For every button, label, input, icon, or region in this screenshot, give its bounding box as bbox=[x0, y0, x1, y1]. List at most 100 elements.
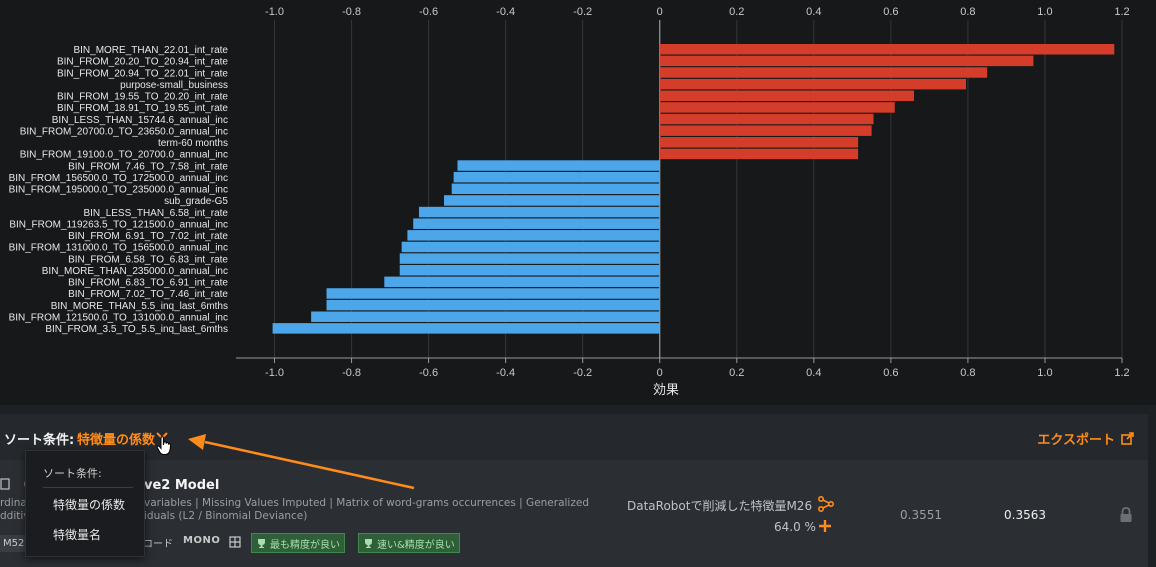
model-description: variables | Missing Values Imputed | Mat… bbox=[144, 497, 589, 509]
model-row[interactable]: ve2 Model rdinal dditiv variables | Miss… bbox=[0, 460, 1148, 567]
plus-icon[interactable] bbox=[818, 519, 832, 533]
category-label-20: BIN_FROM_6.83_TO_6.91_int_rate bbox=[68, 278, 228, 289]
document-icon bbox=[0, 478, 10, 490]
export-label: エクスポート bbox=[1037, 433, 1115, 448]
coefficient-bar-chart: -1.0 -1.0 -0.8 -0.8 -0.6 -0.6 -0.4 -0.4 -0.2 -0.2… bbox=[9, 6, 1130, 398]
x-tick-label-bottom: -0.4 bbox=[496, 367, 515, 379]
model-id-tag: M52 bbox=[0, 535, 28, 552]
sort-dropdown-menu: ソート条件: 特徴量の係数 特徴量名 bbox=[25, 450, 145, 557]
x-tick-label-top: -0.4 bbox=[496, 6, 515, 18]
dropdown-divider bbox=[43, 487, 133, 488]
category-label-22: BIN_MORE_THAN_5.5_inq_last_6mths bbox=[51, 301, 228, 312]
category-label-0: BIN_MORE_THAN_22.01_int_rate bbox=[73, 45, 228, 56]
dropdown-item-coefficient[interactable]: 特徴量の係数 bbox=[53, 498, 126, 512]
lock-icon bbox=[1120, 507, 1132, 522]
category-label-1: BIN_FROM_20.20_TO_20.94_int_rate bbox=[57, 57, 228, 68]
bar-13 bbox=[444, 195, 660, 206]
hand-cursor-icon bbox=[156, 436, 172, 455]
bar-15 bbox=[413, 218, 660, 229]
bar-10 bbox=[457, 160, 660, 171]
category-label-17: BIN_FROM_131000.0_TO_156500.0_annual_inc bbox=[9, 243, 228, 254]
x-tick-label-bottom: 0 bbox=[657, 367, 663, 379]
sort-label: ソート条件: bbox=[4, 433, 75, 448]
validation-score: 0.3551 bbox=[900, 508, 942, 522]
category-label-23: BIN_FROM_121500.0_TO_131000.0_annual_inc bbox=[9, 312, 228, 323]
badge-fast-accurate: 速い&精度が良い bbox=[358, 533, 460, 553]
model-desc-fragment: dditiv bbox=[0, 510, 30, 522]
bar-1 bbox=[659, 55, 1034, 67]
badge-label: 最も精度が良い bbox=[270, 539, 340, 551]
cross-validation-score: 0.3563 bbox=[1004, 508, 1046, 522]
bar-21 bbox=[326, 288, 660, 299]
trophy-icon bbox=[258, 538, 265, 548]
category-label-9: BIN_FROM_19100.0_TO_20700.0_annual_inc bbox=[20, 150, 228, 161]
bar-11 bbox=[453, 171, 660, 183]
x-tick-label-bottom: 0.2 bbox=[729, 367, 744, 379]
bar-0 bbox=[659, 44, 1115, 55]
grid-icon bbox=[229, 536, 241, 548]
code-tag: コード bbox=[143, 539, 173, 550]
bar-9 bbox=[659, 148, 859, 160]
model-title[interactable]: ve2 Model bbox=[144, 478, 220, 493]
x-tick-label-bottom: 0.8 bbox=[960, 367, 975, 379]
x-tick-label-top: 0.2 bbox=[729, 6, 744, 18]
bar-12 bbox=[451, 183, 660, 195]
mono-tag: MONO bbox=[183, 535, 221, 546]
external-link-icon bbox=[1121, 432, 1134, 445]
x-tick-label-bottom: -0.2 bbox=[573, 367, 592, 379]
feature-reduction-label: DataRobotで削減した特徴量M26 bbox=[627, 499, 813, 513]
sample-percent: 64.0 % bbox=[774, 520, 816, 534]
export-button[interactable]: エクスポート bbox=[1037, 429, 1134, 448]
badge-label: 速い&精度が良い bbox=[377, 539, 455, 551]
badge-most-accurate: 最も精度が良い bbox=[251, 533, 345, 553]
x-tick-label-bottom: -1.0 bbox=[265, 367, 284, 379]
bar-16 bbox=[407, 230, 660, 241]
category-label-18: BIN_FROM_6.58_TO_6.83_int_rate bbox=[68, 254, 228, 265]
bar-22 bbox=[326, 299, 660, 311]
x-tick-label-top: 0.8 bbox=[960, 6, 975, 18]
x-tick-label-top: 0 bbox=[657, 6, 663, 18]
category-label-7: BIN_FROM_20700.0_TO_23650.0_annual_inc bbox=[20, 126, 228, 137]
bar-8 bbox=[659, 137, 859, 148]
x-axis-label: 効果 bbox=[653, 383, 679, 398]
x-tick-label-top: -1.0 bbox=[265, 6, 284, 18]
model-description: iduals (L2 / Binomial Deviance) bbox=[144, 510, 308, 522]
category-label-13: sub_grade-G5 bbox=[164, 196, 228, 207]
bar-18 bbox=[399, 253, 660, 264]
category-label-5: BIN_FROM_18.91_TO_19.55_int_rate bbox=[57, 103, 228, 114]
x-tick-label-bottom: -0.6 bbox=[419, 367, 438, 379]
bar-4 bbox=[659, 90, 914, 102]
bar-7 bbox=[659, 125, 872, 136]
x-tick-label-top: -0.6 bbox=[419, 6, 438, 18]
share-icon[interactable] bbox=[818, 496, 834, 512]
model-desc-fragment: rdinal bbox=[0, 497, 30, 509]
category-label-8: term-60 months bbox=[158, 138, 228, 149]
x-tick-label-top: -0.2 bbox=[573, 6, 592, 18]
category-label-6: BIN_LESS_THAN_15744.6_annual_inc bbox=[52, 115, 228, 126]
x-tick-label-top: 0.6 bbox=[883, 6, 898, 18]
category-label-16: BIN_FROM_6.91_TO_7.02_int_rate bbox=[68, 231, 228, 242]
bar-6 bbox=[659, 113, 874, 125]
bar-19 bbox=[399, 264, 660, 276]
bar-3 bbox=[659, 78, 966, 90]
x-tick-label-bottom: 0.4 bbox=[806, 367, 821, 379]
bar-23 bbox=[311, 311, 660, 322]
category-label-19: BIN_MORE_THAN_235000.0_annual_inc bbox=[42, 266, 228, 277]
bar-5 bbox=[659, 102, 895, 113]
category-label-24: BIN_FROM_3.5_TO_5.5_inq_last_6mths bbox=[45, 324, 228, 335]
sort-value-dropdown[interactable]: 特徴量の係数 bbox=[77, 433, 156, 448]
trophy-icon bbox=[365, 538, 372, 548]
category-label-3: purpose-small_business bbox=[120, 80, 228, 91]
category-label-14: BIN_LESS_THAN_6.58_int_rate bbox=[83, 208, 228, 219]
bar-20 bbox=[384, 276, 660, 288]
category-label-12: BIN_FROM_195000.0_TO_235000.0_annual_inc bbox=[9, 185, 228, 196]
x-tick-label-top: 1.0 bbox=[1037, 6, 1052, 18]
coefficient-chart: -1.0 -1.0 -0.8 -0.8 -0.6 -0.6 -0.4 -0.4 -0.2 -0.2… bbox=[8, 6, 1130, 398]
dropdown-item-feature-name[interactable]: 特徴量名 bbox=[53, 528, 102, 542]
x-tick-label-bottom: 1.0 bbox=[1037, 367, 1052, 379]
category-label-2: BIN_FROM_20.94_TO_22.01_int_rate bbox=[57, 68, 228, 79]
category-label-11: BIN_FROM_156500.0_TO_172500.0_annual_inc bbox=[9, 173, 228, 184]
dropdown-title: ソート条件: bbox=[43, 467, 102, 480]
x-tick-label-top: 1.2 bbox=[1114, 6, 1129, 18]
category-label-10: BIN_FROM_7.46_TO_7.58_int_rate bbox=[68, 161, 228, 172]
